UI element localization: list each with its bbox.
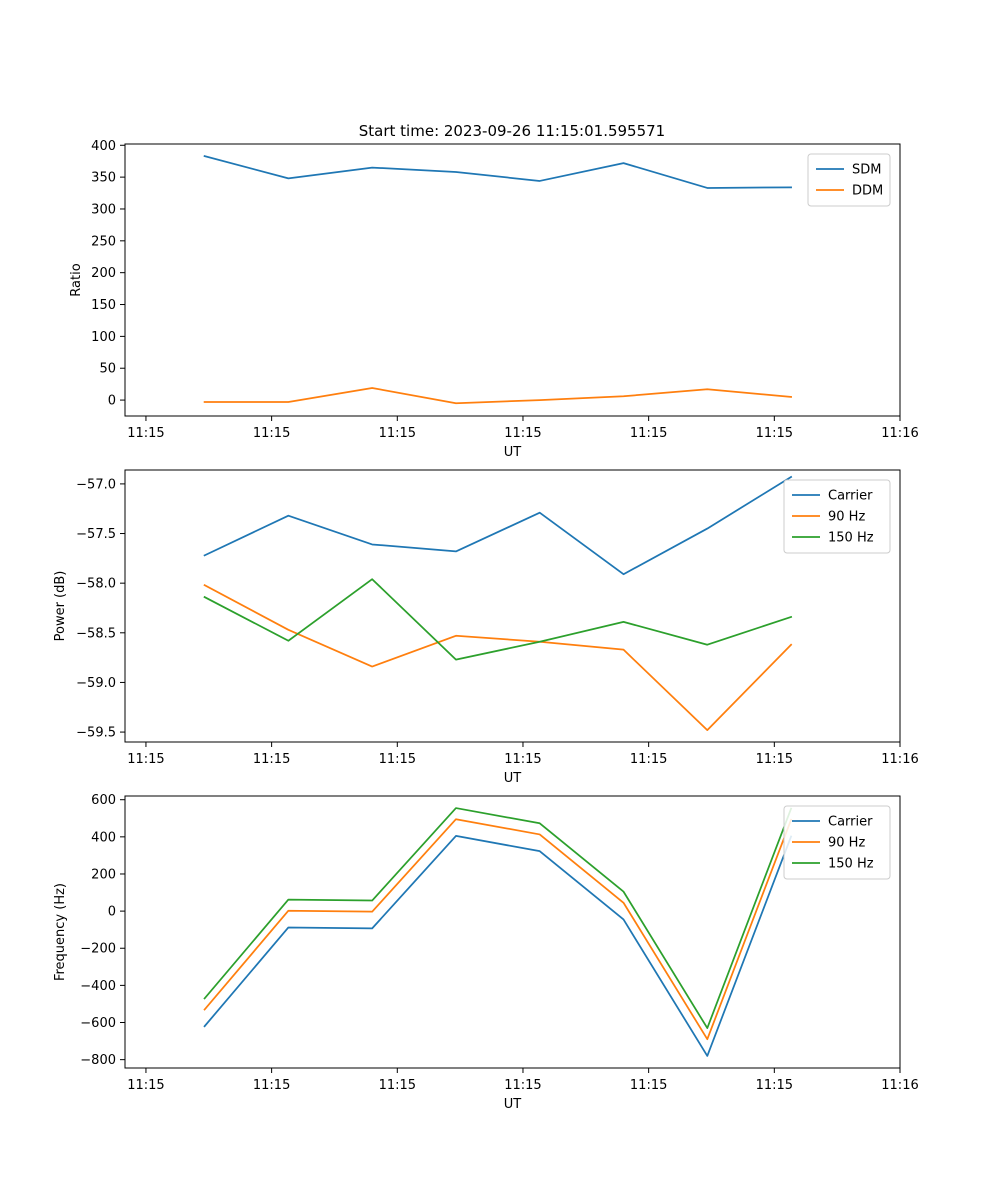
y-tick-label: 200 <box>91 266 116 281</box>
legend-label: 150 Hz <box>828 857 874 872</box>
series-line-90-hz <box>203 583 793 731</box>
x-axis-label: UT <box>504 445 522 460</box>
legend-label: 90 Hz <box>828 510 865 525</box>
y-tick-label: −58.0 <box>76 577 116 592</box>
legend: Carrier 90 Hz 150 Hz <box>783 805 891 880</box>
x-axis-label: UT <box>504 771 522 786</box>
y-axis-label: Frequency (Hz) <box>53 883 68 981</box>
legend-label: 90 Hz <box>828 836 865 851</box>
chart-panel-3: 11:15 11:15 11:15 11:15 11:15 11:15 11:16 −800 −… <box>53 793 919 1112</box>
y-tick-label: 100 <box>91 330 116 345</box>
legend-label: SDM <box>852 163 881 178</box>
y-tick-label: −59.5 <box>76 726 116 741</box>
x-tick-label: 11:15 <box>379 426 416 441</box>
series-line-150-hz <box>203 578 793 661</box>
legend-box <box>783 479 891 554</box>
y-axis-label: Power (dB) <box>53 571 68 642</box>
y-tick-label: 400 <box>91 139 116 154</box>
legend-label: Carrier <box>828 815 873 830</box>
y-tick-label: 600 <box>91 793 116 808</box>
y-tick-label: −800 <box>80 1053 116 1068</box>
legend-box <box>807 153 891 207</box>
y-tick-label: −57.0 <box>76 477 116 492</box>
x-tick-label: 11:15 <box>630 752 667 767</box>
y-tick-label: −59.0 <box>76 676 116 691</box>
x-tick-label: 11:15 <box>127 752 164 767</box>
y-tick-label: 400 <box>91 830 116 845</box>
figure-title: Start time: 2023-09-26 11:15:01.595571 <box>359 122 665 140</box>
x-tick-label: 11:15 <box>253 426 290 441</box>
legend: SDM DDM <box>807 153 891 207</box>
y-tick-label: 0 <box>108 394 116 409</box>
series-line-sdm <box>203 155 792 189</box>
x-tick-label: 11:16 <box>881 1078 918 1093</box>
legend-label: Carrier <box>828 489 873 504</box>
series-line-ddm <box>203 387 793 405</box>
y-tick-label: −57.5 <box>76 527 116 542</box>
y-tick-label: 300 <box>91 202 116 217</box>
x-tick-label: 11:15 <box>253 1078 290 1093</box>
chart-panel-2: 11:15 11:15 11:15 11:15 11:15 11:15 11:16 −59.5… <box>53 469 919 786</box>
y-axis-label: Ratio <box>69 263 84 296</box>
x-tick-label: 11:15 <box>756 752 793 767</box>
y-tick-label: 350 <box>91 171 116 186</box>
x-tick-label: 11:15 <box>379 752 416 767</box>
y-tick-label: −58.5 <box>76 626 116 641</box>
y-tick-label: 50 <box>99 362 116 377</box>
x-tick-label: 11:15 <box>504 1078 541 1093</box>
x-tick-label: 11:15 <box>253 752 290 767</box>
x-tick-label: 11:15 <box>379 1078 416 1093</box>
x-tick-label: 11:15 <box>630 1078 667 1093</box>
x-tick-label: 11:16 <box>881 752 918 767</box>
chart-panel-1: 11:15 11:15 11:15 11:15 11:15 11:15 11:16 0 50 10… <box>69 139 919 460</box>
y-tick-label: −400 <box>80 979 116 994</box>
series-line-carrier <box>203 475 793 576</box>
x-tick-label: 11:15 <box>127 426 164 441</box>
legend: Carrier 90 Hz 150 Hz <box>783 479 891 554</box>
axes-frame <box>124 143 901 417</box>
legend-label: 150 Hz <box>828 531 874 546</box>
series-line-150-hz <box>203 807 793 1029</box>
x-tick-label: 11:15 <box>630 426 667 441</box>
x-tick-label: 11:15 <box>504 752 541 767</box>
x-tick-label: 11:15 <box>756 1078 793 1093</box>
y-tick-label: 0 <box>108 905 116 920</box>
x-tick-label: 11:15 <box>127 1078 164 1093</box>
y-tick-label: 150 <box>91 298 116 313</box>
x-tick-label: 11:15 <box>504 426 541 441</box>
legend-label: DDM <box>852 184 883 199</box>
axes-frame <box>124 469 901 743</box>
legend-box <box>783 805 891 880</box>
x-tick-label: 11:15 <box>756 426 793 441</box>
series-line-carrier <box>203 835 793 1057</box>
x-tick-label: 11:16 <box>881 426 918 441</box>
y-tick-label: −200 <box>80 942 116 957</box>
axes-frame <box>124 795 901 1069</box>
y-tick-label: −600 <box>80 1016 116 1031</box>
series-line-90-hz <box>203 818 793 1041</box>
y-tick-label: 250 <box>91 234 116 249</box>
y-tick-label: 200 <box>91 867 116 882</box>
x-axis-label: UT <box>504 1097 522 1112</box>
